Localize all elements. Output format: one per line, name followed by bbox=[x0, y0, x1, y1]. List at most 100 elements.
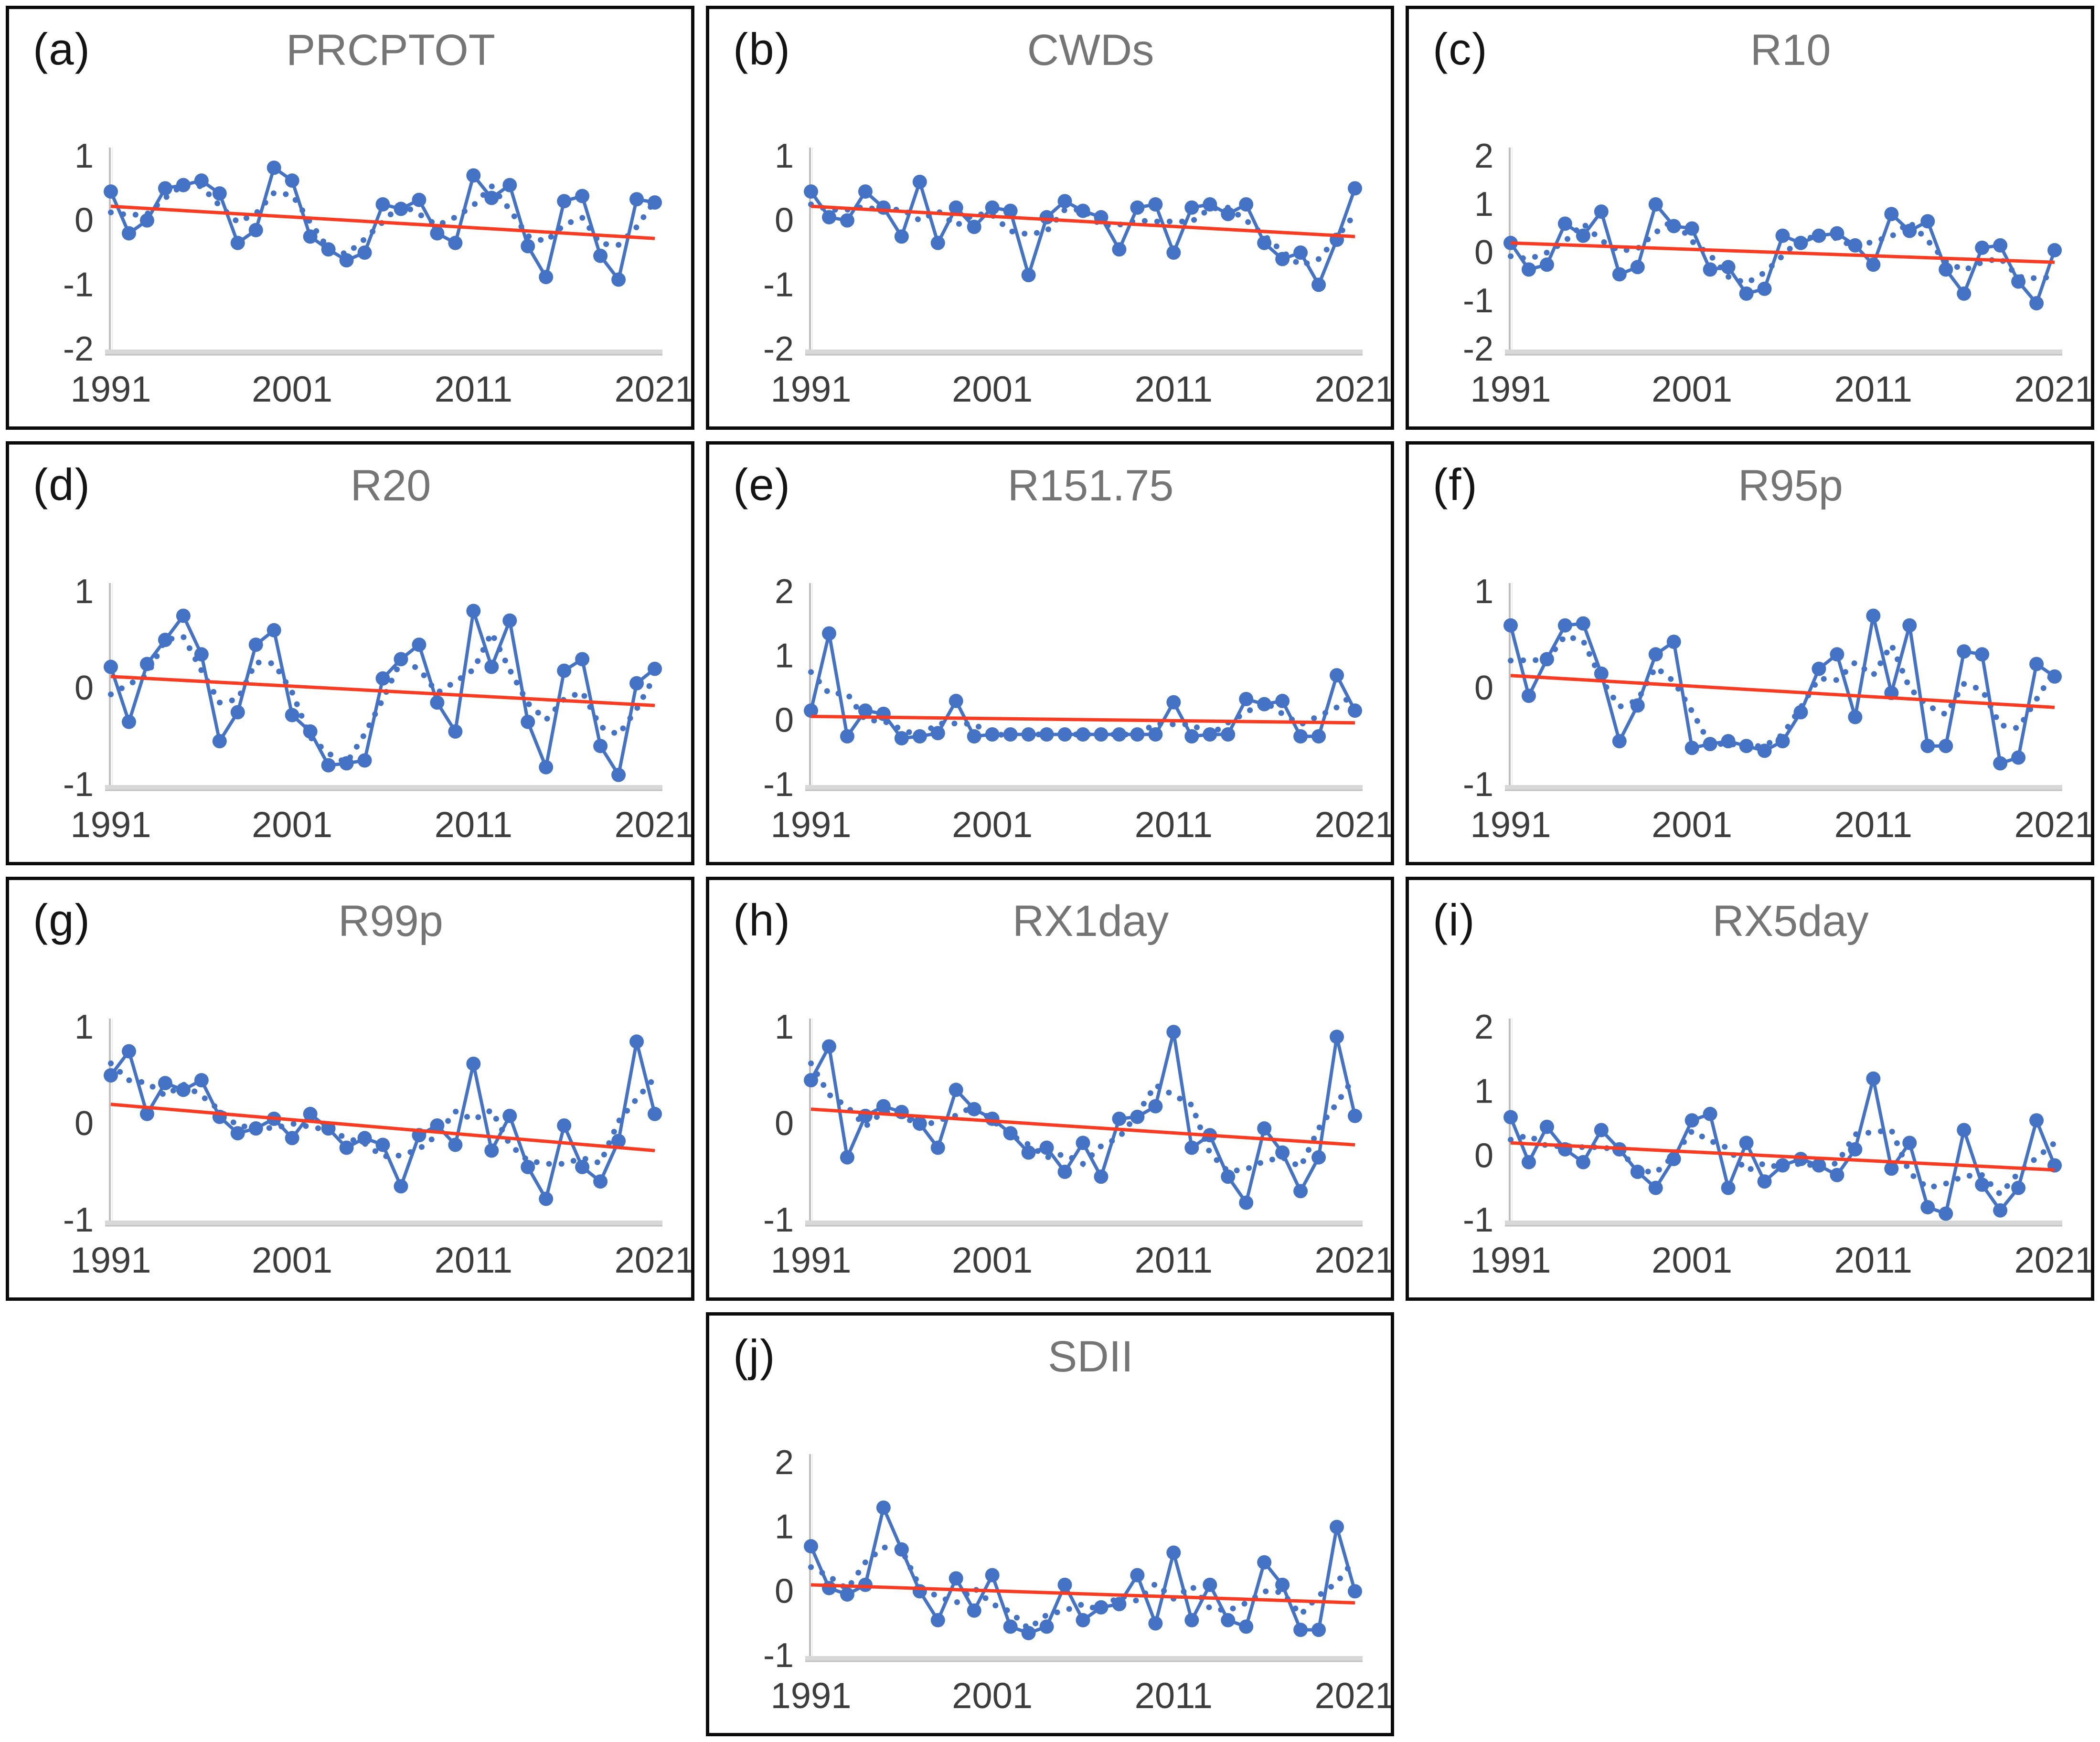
y-tick-label: 1 bbox=[1474, 573, 1493, 611]
data-point bbox=[121, 1044, 136, 1059]
data-point bbox=[912, 174, 927, 189]
x-tick-label: 2021 bbox=[1314, 1240, 1394, 1281]
y-tick-label: 0 bbox=[1474, 669, 1493, 707]
smoothed-dotted-line bbox=[1508, 633, 2057, 749]
data-point bbox=[430, 226, 445, 241]
data-point bbox=[858, 703, 873, 718]
trend-line bbox=[1510, 674, 2055, 709]
data-point bbox=[1684, 221, 1699, 236]
data-point bbox=[194, 647, 209, 662]
data-point bbox=[1112, 1111, 1127, 1126]
data-point bbox=[1275, 1145, 1290, 1160]
data-point bbox=[1884, 207, 1899, 222]
data-point bbox=[230, 1126, 245, 1141]
data-point bbox=[1594, 666, 1609, 681]
data-point bbox=[912, 1116, 927, 1131]
data-point bbox=[1130, 727, 1145, 742]
data-point bbox=[1203, 727, 1217, 742]
data-point bbox=[484, 659, 499, 674]
cell-g: (g) R99p 1 0 -1 1991 2001 2011 2021 bbox=[0, 871, 700, 1306]
data-point bbox=[1866, 1071, 1881, 1086]
x-tick-label: 2021 bbox=[2014, 1240, 2094, 1281]
data-point bbox=[1757, 1174, 1772, 1189]
data-point bbox=[967, 220, 981, 234]
data-point bbox=[303, 229, 318, 244]
data-point bbox=[1348, 1108, 1362, 1123]
data-point bbox=[821, 626, 836, 641]
data-point bbox=[1557, 216, 1572, 231]
data-point bbox=[1166, 1025, 1181, 1040]
y-tick-label: 0 bbox=[1474, 234, 1493, 272]
data-point bbox=[1993, 1203, 2008, 1218]
data-point bbox=[1076, 1136, 1090, 1150]
data-point bbox=[1293, 1623, 1308, 1637]
y-tick-label: 1 bbox=[1474, 1073, 1493, 1111]
data-point bbox=[1812, 1158, 1826, 1173]
x-tick-label: 2011 bbox=[1834, 1240, 1912, 1281]
x-tick-label: 2001 bbox=[952, 1240, 1033, 1281]
y-tick-label: 1 bbox=[775, 1008, 794, 1046]
data-point bbox=[1221, 1613, 1236, 1627]
data-point bbox=[1539, 257, 1554, 272]
y-tick-label: 1 bbox=[1474, 185, 1493, 223]
data-point bbox=[894, 731, 909, 746]
data-point bbox=[1257, 235, 1272, 250]
x-tick-label: 1991 bbox=[70, 1240, 151, 1281]
data-point bbox=[1848, 710, 1863, 724]
panel-letter: (b) bbox=[733, 24, 791, 74]
panel-title: RX5day bbox=[1712, 897, 1869, 945]
panel-title: R151.75 bbox=[1007, 461, 1174, 510]
data-point bbox=[2029, 657, 2044, 671]
data-point bbox=[285, 1131, 299, 1146]
data-point bbox=[521, 239, 535, 254]
data-point bbox=[1293, 1184, 1308, 1199]
data-point bbox=[1594, 204, 1609, 219]
data-point bbox=[1003, 1126, 1018, 1141]
x-tick-label: 2011 bbox=[1135, 1240, 1213, 1281]
data-point bbox=[394, 202, 408, 216]
data-point bbox=[1348, 703, 1362, 718]
data-point bbox=[1920, 739, 1935, 754]
data-point bbox=[176, 178, 191, 192]
x-tick-label: 2001 bbox=[952, 1676, 1033, 1716]
x-tick-label: 2011 bbox=[435, 805, 512, 845]
y-tick-label: 0 bbox=[75, 1105, 94, 1143]
data-point bbox=[539, 1191, 554, 1206]
data-point bbox=[539, 760, 554, 775]
data-point bbox=[448, 235, 463, 250]
x-tick-label: 1991 bbox=[770, 805, 851, 845]
data-point bbox=[1594, 1123, 1609, 1137]
y-tick-label: -1 bbox=[763, 266, 794, 304]
data-point bbox=[967, 729, 981, 744]
data-point bbox=[629, 1034, 644, 1049]
data-point bbox=[1057, 727, 1072, 742]
data-point bbox=[1293, 245, 1308, 260]
data-point bbox=[930, 1613, 945, 1627]
data-point bbox=[1703, 1106, 1717, 1121]
panel-letter: (h) bbox=[733, 895, 791, 945]
y-tick-label: -2 bbox=[763, 330, 794, 368]
data-point bbox=[1703, 262, 1717, 277]
y-tick-label: 1 bbox=[75, 1008, 94, 1046]
y-tick-label: -1 bbox=[763, 1201, 794, 1239]
y-tick-label: 0 bbox=[775, 1105, 794, 1143]
data-point bbox=[985, 1111, 1000, 1126]
x-tick-label: 2021 bbox=[1314, 369, 1394, 410]
data-point bbox=[357, 245, 372, 260]
data-point bbox=[648, 195, 662, 210]
data-point bbox=[158, 633, 172, 647]
panel-title: R10 bbox=[1750, 26, 1831, 74]
data-point bbox=[248, 223, 263, 237]
cell-b: (b) CWDs 1 0 -1 -2 1991 2001 2011 2021 bbox=[700, 0, 1400, 436]
data-point bbox=[502, 1108, 517, 1123]
data-point bbox=[1166, 695, 1181, 710]
x-tick-label: 2001 bbox=[952, 805, 1033, 845]
panel-letter: (j) bbox=[733, 1330, 776, 1381]
data-point bbox=[321, 242, 336, 257]
x-tick-label: 2021 bbox=[614, 805, 694, 845]
panel-sdii: (j) SDII 2 1 0 -1 1991 2001 2011 2021 bbox=[706, 1312, 1394, 1736]
panel-title: R20 bbox=[350, 461, 431, 510]
